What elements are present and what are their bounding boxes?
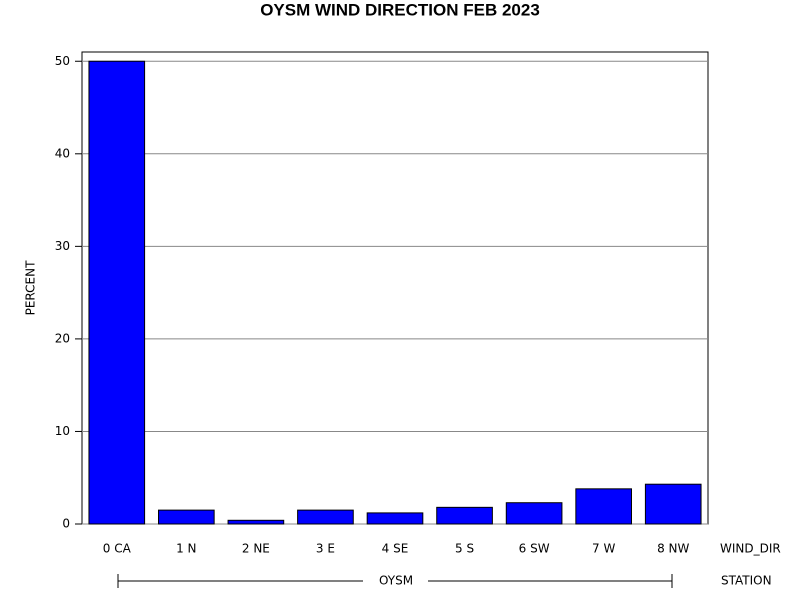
y-tick-label: 10 xyxy=(55,424,70,438)
bar xyxy=(644,483,702,525)
x-tick-label: 4 SE xyxy=(382,542,409,556)
y-tick-label: 50 xyxy=(55,54,70,68)
x-tick-label: 5 S xyxy=(455,542,474,556)
group-axis-label: STATION xyxy=(721,574,772,588)
x-tick-label: 6 SW xyxy=(519,542,550,556)
bar xyxy=(227,519,285,525)
x-axis-label: WIND_DIR xyxy=(720,542,781,556)
y-tick-label: 40 xyxy=(55,146,70,160)
bar xyxy=(575,488,632,525)
x-tick-label: 2 NE xyxy=(242,542,270,556)
bar xyxy=(88,60,146,525)
bar xyxy=(436,506,493,525)
y-tick-label: 30 xyxy=(55,239,70,253)
bar xyxy=(505,502,563,525)
chart-title: OYSM WIND DIRECTION FEB 2023 xyxy=(260,0,540,19)
y-axis-label: PERCENT xyxy=(24,260,38,315)
x-tick-label: 3 E xyxy=(316,542,335,556)
bar xyxy=(366,512,424,525)
bar xyxy=(158,509,215,525)
y-tick-label: 20 xyxy=(55,331,70,345)
group-label: OYSM xyxy=(379,574,413,588)
y-tick-label: 0 xyxy=(62,517,70,531)
x-tick-label: 8 NW xyxy=(657,542,689,556)
bar xyxy=(297,509,354,525)
x-tick-label: 1 N xyxy=(176,542,196,556)
plot-area xyxy=(81,51,709,525)
x-tick-label: 7 W xyxy=(592,542,615,556)
x-tick-label: 0 CA xyxy=(103,542,132,556)
